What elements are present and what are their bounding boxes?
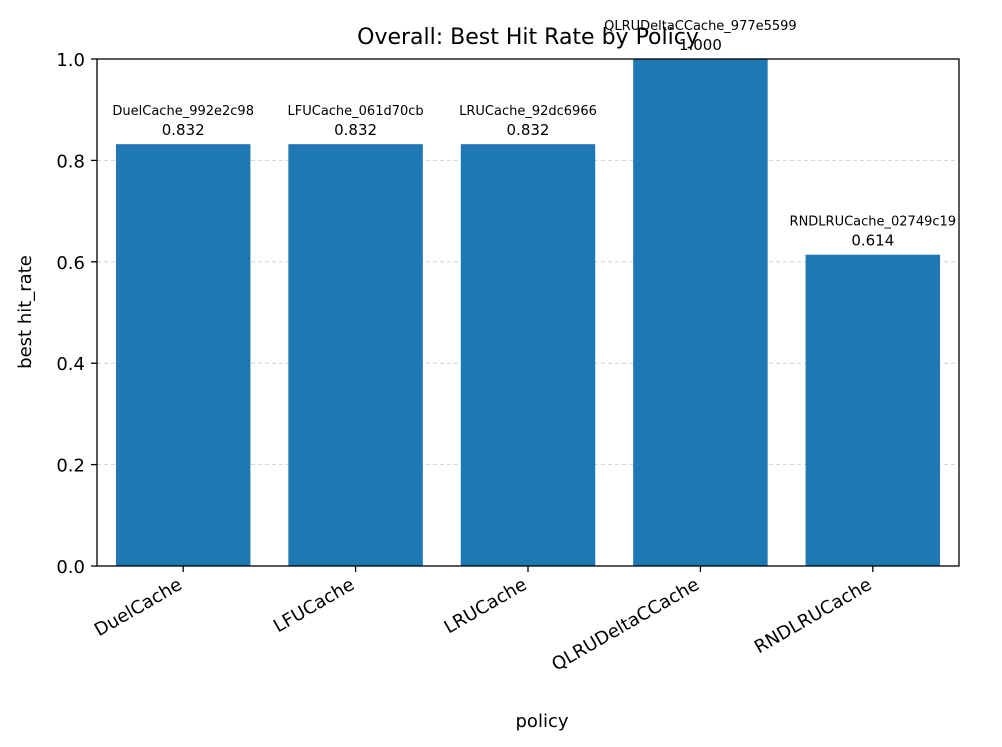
y-tick-label: 0.4: [56, 354, 85, 375]
bar-value-label: 0.614: [851, 232, 894, 250]
bar-value-label: 0.832: [507, 121, 550, 139]
bar-value-label: 0.832: [334, 121, 377, 139]
y-axis-title: best hit_rate: [15, 255, 36, 369]
x-tick-label: LFUCache: [270, 574, 358, 637]
bar-name-label: RNDLRUCache_02749c19: [790, 215, 957, 230]
y-tick-label: 0.2: [56, 456, 85, 477]
bar: [288, 144, 423, 566]
y-tick-label: 0.6: [56, 253, 85, 274]
bar-value-label: 1.000: [679, 36, 722, 54]
bars: [115, 59, 941, 566]
y-axis-ticks: 0.0 0.2 0.4 0.6 0.8 1.0: [56, 50, 97, 578]
y-tick-label: 0.8: [56, 151, 85, 172]
bar-name-label: LFUCache_061d70cb: [288, 104, 424, 119]
y-tick-label: 0.0: [56, 557, 85, 578]
y-tick-label: 1.0: [56, 50, 85, 71]
bar-name-label: QLRUDeltaCCache_977e5599: [604, 19, 797, 34]
bar-annotations: 0.832 DuelCache_992e2c98 0.832 LFUCache_061…: [112, 19, 956, 250]
x-axis-title: policy: [516, 711, 569, 732]
bar: [805, 254, 941, 566]
bar-value-label: 0.832: [162, 121, 205, 139]
chart-title: Overall: Best Hit Rate by Policy: [357, 25, 699, 50]
bar: [633, 59, 768, 566]
x-tick-label: LRUCache: [441, 574, 531, 638]
x-tick-label: DuelCache: [91, 574, 186, 641]
bar-name-label: LRUCache_92dc6966: [459, 104, 597, 119]
x-tick-label: RNDLRUCache: [751, 574, 875, 658]
x-axis-ticks: DuelCache LFUCache LRUCache QLRUDeltaCCache…: [91, 566, 875, 676]
bar-name-label: DuelCache_992e2c98: [112, 104, 254, 119]
x-tick-label: QLRUDeltaCCache: [548, 574, 703, 675]
bar: [115, 144, 251, 566]
bar: [460, 144, 596, 566]
